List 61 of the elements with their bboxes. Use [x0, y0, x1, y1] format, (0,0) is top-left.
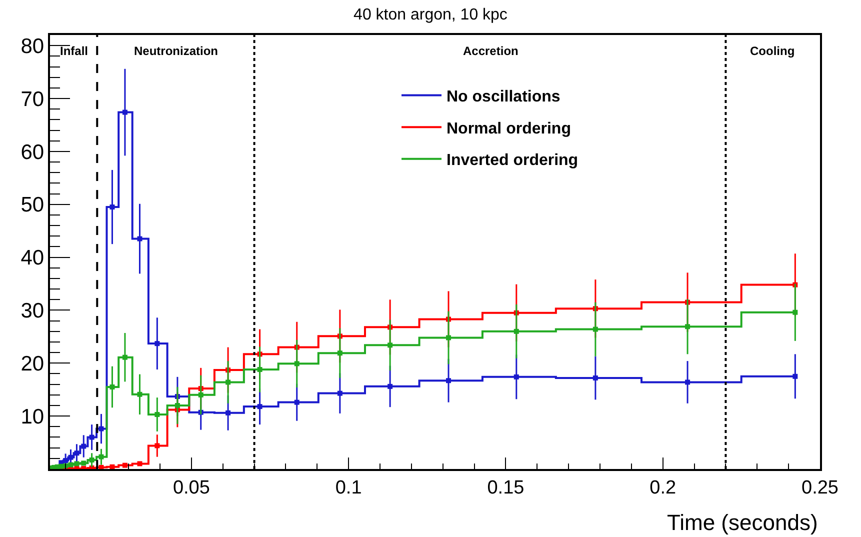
point	[98, 426, 104, 432]
annotation: Infall	[60, 44, 88, 58]
point	[198, 392, 204, 398]
point	[592, 375, 598, 380]
point	[110, 204, 115, 210]
x-axis-title: Time (seconds)	[667, 510, 818, 535]
point	[110, 384, 115, 390]
point	[337, 390, 342, 396]
y-tick-label: 80	[20, 34, 44, 58]
point	[226, 410, 231, 416]
point	[388, 342, 393, 348]
point	[514, 328, 519, 334]
point	[514, 374, 519, 380]
legend-label: No oscillations	[446, 88, 560, 106]
legend-label: Inverted ordering	[446, 152, 578, 170]
annotation: Cooling	[750, 44, 795, 58]
point	[154, 443, 160, 448]
point	[68, 454, 74, 460]
point	[592, 326, 598, 332]
point	[792, 310, 798, 315]
point	[154, 412, 160, 417]
x-tick-label: 0.1	[335, 478, 362, 499]
point	[792, 374, 798, 379]
point	[89, 458, 94, 462]
point	[89, 434, 94, 440]
point	[294, 361, 300, 366]
x-tick-label: 0.15	[487, 478, 524, 499]
point	[446, 378, 452, 384]
point	[337, 350, 342, 356]
point	[257, 404, 262, 410]
y-tick-label: 30	[20, 300, 44, 323]
y-tick-label: 60	[20, 140, 44, 164]
point	[154, 341, 160, 346]
point	[685, 324, 690, 330]
point	[388, 384, 393, 389]
annotation: Neutronization	[134, 44, 218, 58]
annotation: Accretion	[463, 44, 518, 58]
x-tick-label: 0.25	[802, 478, 838, 499]
x-tick-label: 0.2	[650, 478, 676, 499]
point	[294, 400, 300, 405]
point	[174, 402, 180, 408]
legend-label: Normal ordering	[446, 120, 571, 138]
point	[685, 380, 690, 385]
point	[226, 380, 231, 385]
y-tick-label: 20	[20, 352, 44, 376]
chart-title: 40 kton argon, 10 kpc	[354, 6, 508, 24]
x-tick-label: 0.05	[172, 478, 210, 499]
point	[137, 392, 142, 397]
point	[122, 354, 128, 360]
y-tick-label: 70	[20, 88, 44, 111]
point	[81, 444, 86, 449]
point	[74, 450, 80, 456]
y-tick-label: 10	[20, 405, 44, 428]
point	[137, 236, 142, 242]
point	[257, 367, 262, 372]
y-tick-label: 50	[20, 194, 44, 217]
point	[63, 458, 68, 464]
y-tick-label: 40	[20, 246, 44, 270]
point	[98, 454, 104, 460]
point	[446, 335, 452, 340]
point	[122, 110, 128, 115]
